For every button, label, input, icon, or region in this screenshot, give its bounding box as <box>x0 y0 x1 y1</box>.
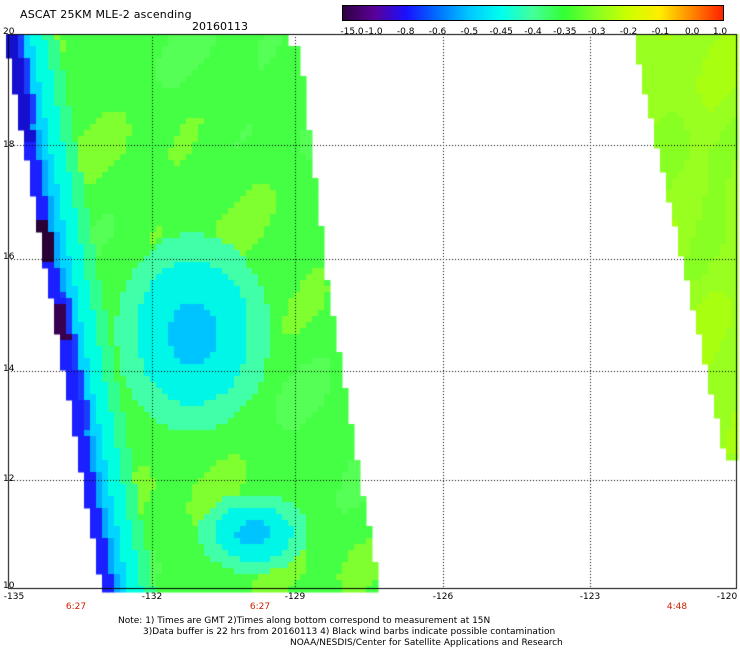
color-scale-label: -0.8 <box>396 27 415 37</box>
time-label-3: 4:48 <box>666 602 688 612</box>
color-scale-label: -0.2 <box>619 27 638 37</box>
lon-label-126: -126 <box>432 592 454 602</box>
map-title: ASCAT 25KM MLE-2 ascending <box>20 8 192 21</box>
lat-label-10: 10 <box>3 581 15 591</box>
time-label-1: 6:27 <box>65 602 87 612</box>
lat-label-20: 20 <box>3 27 15 37</box>
lat-label-18: 18 <box>3 140 15 150</box>
lon-label-129: -129 <box>284 592 306 602</box>
map-date: 20160113 <box>192 20 248 33</box>
color-scale-label: -0.4 <box>524 27 542 37</box>
lat-label-12: 12 <box>3 474 15 484</box>
lon-label-132: -132 <box>141 592 163 602</box>
note-line-1: Note: 1) Times are GMT 2)Times along bot… <box>118 616 491 626</box>
color-scale-label: -0.5 <box>460 27 479 37</box>
color-scale-label: 1.0 <box>712 27 728 37</box>
color-scale-label: -0.3 <box>587 27 606 37</box>
time-label-2: 6:27 <box>249 602 271 612</box>
lat-label-14: 14 <box>3 364 15 374</box>
lon-label-135: -135 <box>3 592 25 602</box>
color-scale-label: -0.45 <box>489 27 513 37</box>
lat-label-16: 16 <box>3 252 15 262</box>
color-scale-label: -1.0 <box>365 27 383 37</box>
lon-label-120: -120 <box>716 592 738 602</box>
color-scale-bar <box>342 5 724 21</box>
color-scale-label: -0.1 <box>651 27 670 37</box>
note-line-2: 3)Data buffer is 22 hrs from 20160113 4)… <box>143 627 556 637</box>
color-scale-label: 0.0 <box>684 27 700 37</box>
color-scale-label: -15.0 <box>340 27 364 37</box>
color-scale-label: -0.6 <box>428 27 447 37</box>
note-line-3: NOAA/NESDIS/Center for Satellite Applica… <box>290 638 563 648</box>
lon-label-123: -123 <box>579 592 601 602</box>
color-scale-label: -0.35 <box>553 27 577 37</box>
